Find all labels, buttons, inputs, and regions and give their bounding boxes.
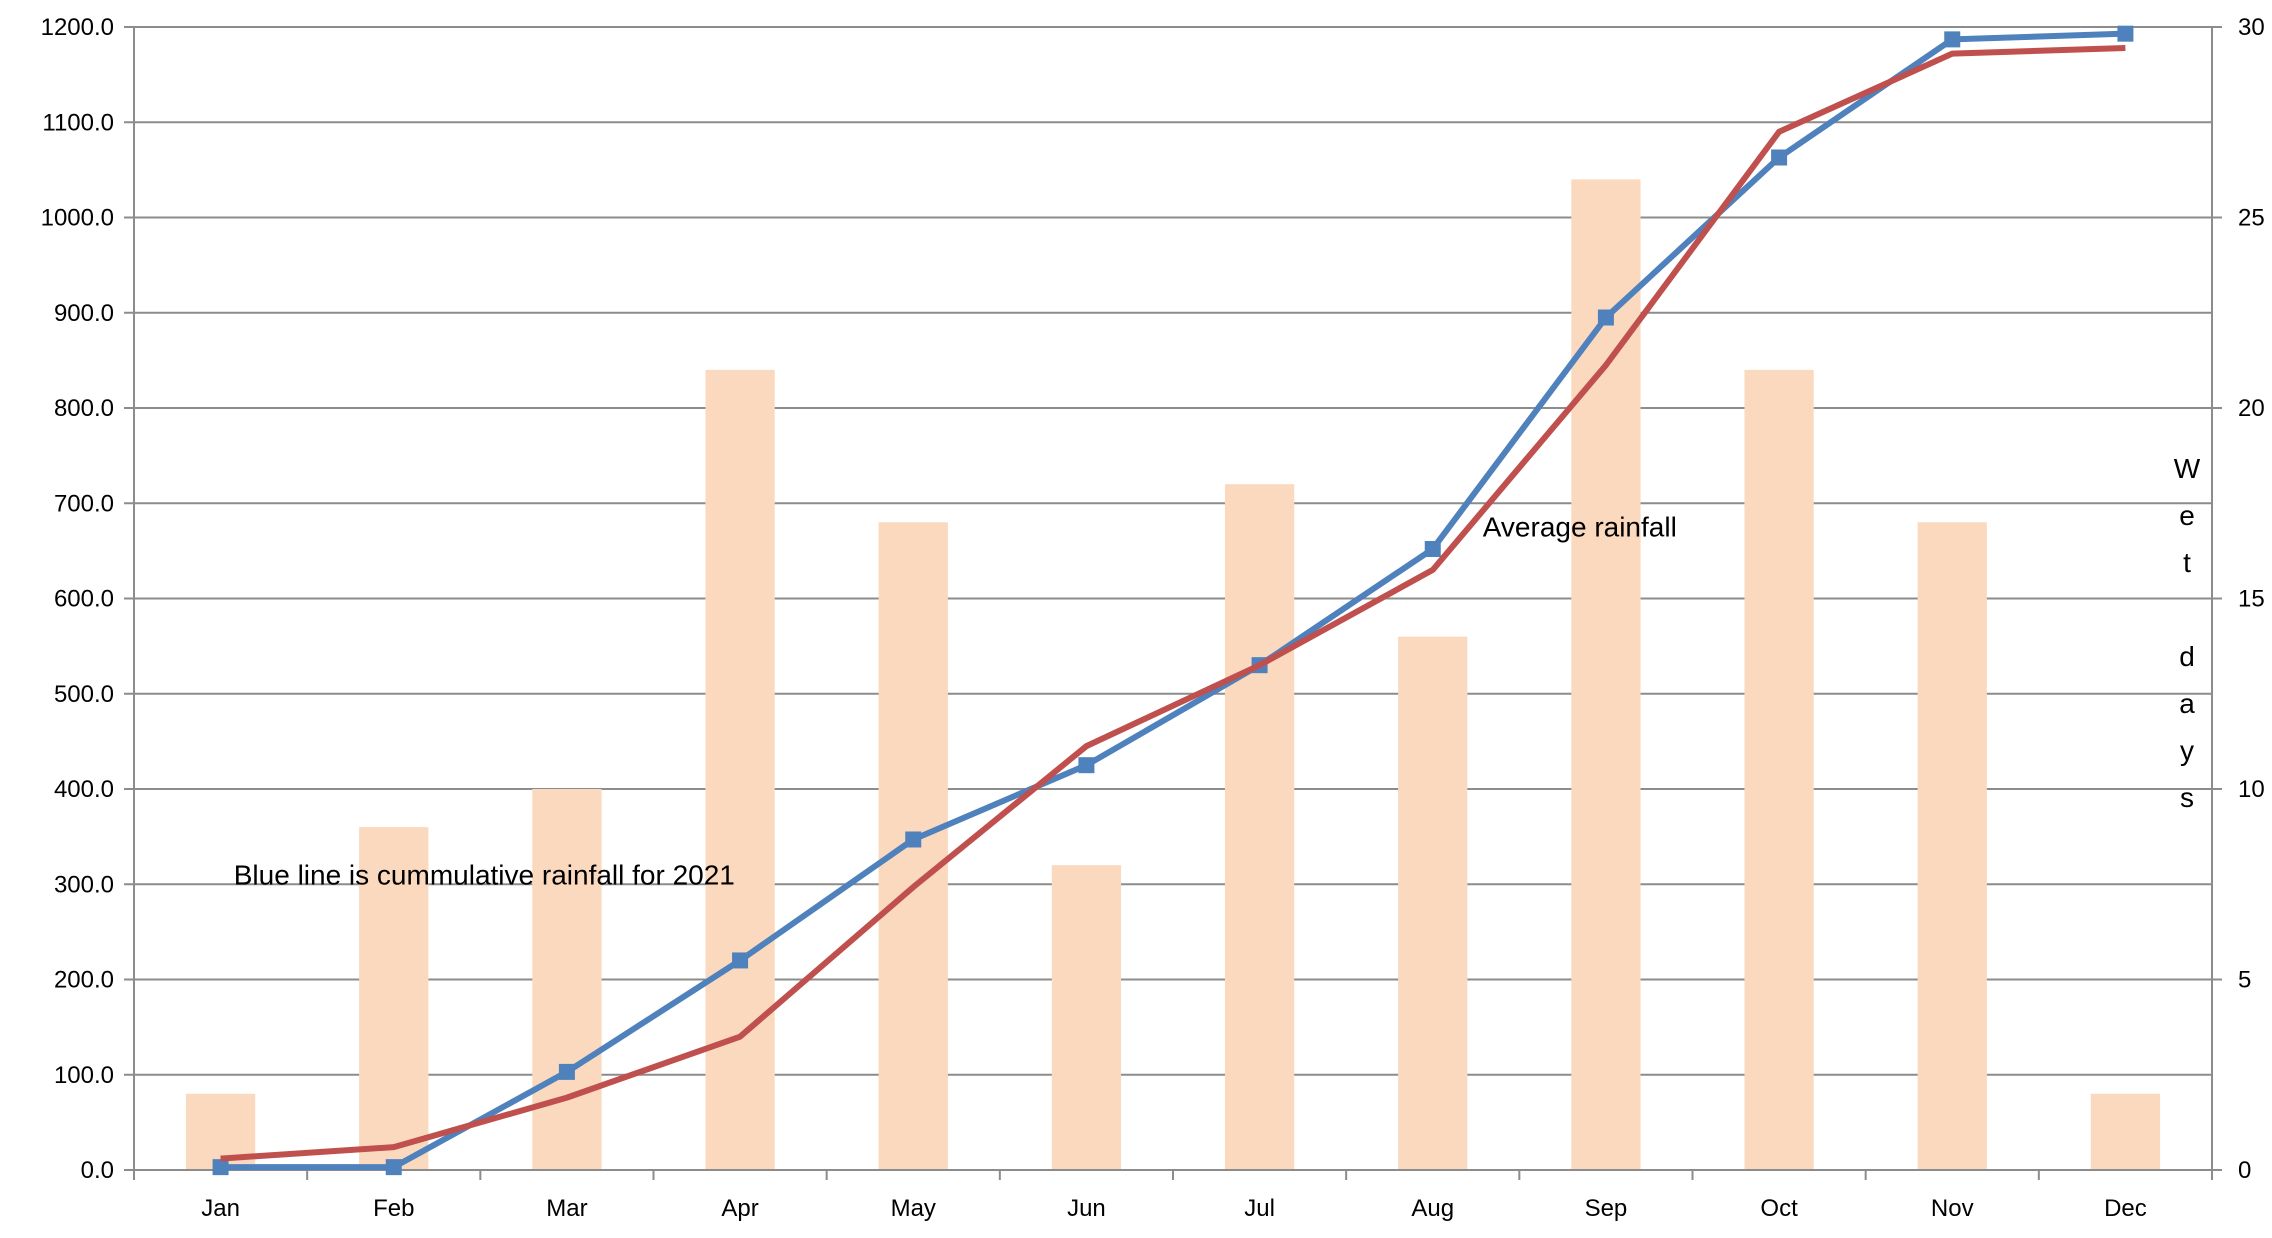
x-tick-label: Sep xyxy=(1585,1195,1628,1222)
right-axis-title-char: y xyxy=(2180,735,2194,766)
right-axis-title-char: e xyxy=(2179,500,2195,531)
right-tick-label: 15 xyxy=(2238,586,2265,613)
tick-labels: 0.0 100.0 200.0 300.0 400.0 500.0 600.0 700.0 80… xyxy=(41,14,2265,1222)
left-tick-label: 500.0 xyxy=(54,681,114,708)
rainfall-2021-marker xyxy=(1771,149,1788,166)
right-tick-label: 25 xyxy=(2238,205,2265,232)
x-tick-label: Nov xyxy=(1931,1195,1974,1222)
left-tick-label: 1000.0 xyxy=(41,205,114,232)
left-tick-label: 1100.0 xyxy=(42,109,114,136)
rainfall-lines xyxy=(212,25,2134,1176)
wet-days-bar xyxy=(1224,484,1295,1170)
rainfall-2021-marker xyxy=(558,1063,575,1080)
x-tick-label: Jul xyxy=(1244,1195,1275,1222)
rainfall-2021-marker xyxy=(1424,540,1441,557)
wet-days-bars xyxy=(185,179,2161,1170)
right-tick-label: 30 xyxy=(2238,14,2265,41)
left-tick-label: 600.0 xyxy=(54,586,114,613)
left-tick-label: 800.0 xyxy=(54,395,114,422)
left-tick-label: 300.0 xyxy=(54,871,114,898)
left-tick-label: 100.0 xyxy=(54,1062,114,1089)
rainfall-2021-marker xyxy=(385,1159,402,1176)
wet-days-bar xyxy=(1917,522,1987,1170)
rainfall-2021-marker xyxy=(732,952,749,969)
left-tick-label: 1200.0 xyxy=(41,14,114,41)
wet-days-bar xyxy=(359,827,429,1170)
rainfall-2021-marker xyxy=(905,831,922,848)
x-tick-label: Jan xyxy=(201,1195,240,1222)
rainfall-2021-line xyxy=(220,30,2126,1171)
left-tick-label: 400.0 xyxy=(54,776,114,803)
wet-days-bar xyxy=(705,369,775,1170)
right-tick-label: 20 xyxy=(2238,395,2265,422)
left-tick-label: 700.0 xyxy=(54,490,114,517)
axes xyxy=(124,26,2222,1180)
right-axis-title-char: d xyxy=(2179,641,2195,672)
annotation-blue-line: Blue line is cummulative rainfall for 20… xyxy=(234,859,735,890)
wet-days-bar xyxy=(1051,865,1122,1170)
right-axis-title-char: s xyxy=(2180,782,2194,813)
right-tick-label: 0 xyxy=(2238,1157,2251,1184)
x-tick-label: Dec xyxy=(2104,1195,2147,1222)
annotation-average-rainfall: Average rainfall xyxy=(1483,512,1677,543)
wet-days-bar xyxy=(1398,636,1468,1170)
x-tick-label: Jun xyxy=(1067,1195,1106,1222)
rainfall-2021-marker xyxy=(1944,31,1961,48)
wet-days-bar xyxy=(1744,369,1814,1170)
gridlines xyxy=(134,26,2212,1171)
x-tick-label: Apr xyxy=(721,1195,758,1222)
average-rainfall-line xyxy=(220,44,2126,1162)
rainfall-2021-marker xyxy=(1597,309,1614,326)
x-tick-label: May xyxy=(891,1195,936,1222)
annotations: Blue line is cummulative rainfall for 20… xyxy=(234,512,1677,891)
rainfall-2021-marker xyxy=(212,1159,229,1176)
x-tick-label: Mar xyxy=(546,1195,587,1222)
rainfall-2021-marker xyxy=(1078,757,1095,774)
left-tick-label: 200.0 xyxy=(54,967,114,994)
wet-days-bar xyxy=(2090,1093,2161,1170)
rainfall-2021-marker xyxy=(2117,25,2134,42)
x-tick-label: Feb xyxy=(373,1195,414,1222)
right-axis-title-char: W xyxy=(2174,453,2201,484)
x-tick-label: Oct xyxy=(1760,1195,1798,1222)
x-tick-label: Aug xyxy=(1411,1195,1454,1222)
wet-days-bar xyxy=(532,789,602,1170)
right-tick-label: 5 xyxy=(2238,967,2251,994)
right-axis-title-char: t xyxy=(2183,547,2191,578)
left-tick-label: 900.0 xyxy=(54,300,114,327)
right-tick-label: 10 xyxy=(2238,776,2265,803)
right-axis-title-char: a xyxy=(2179,688,2195,719)
left-tick-label: 0.0 xyxy=(81,1157,114,1184)
